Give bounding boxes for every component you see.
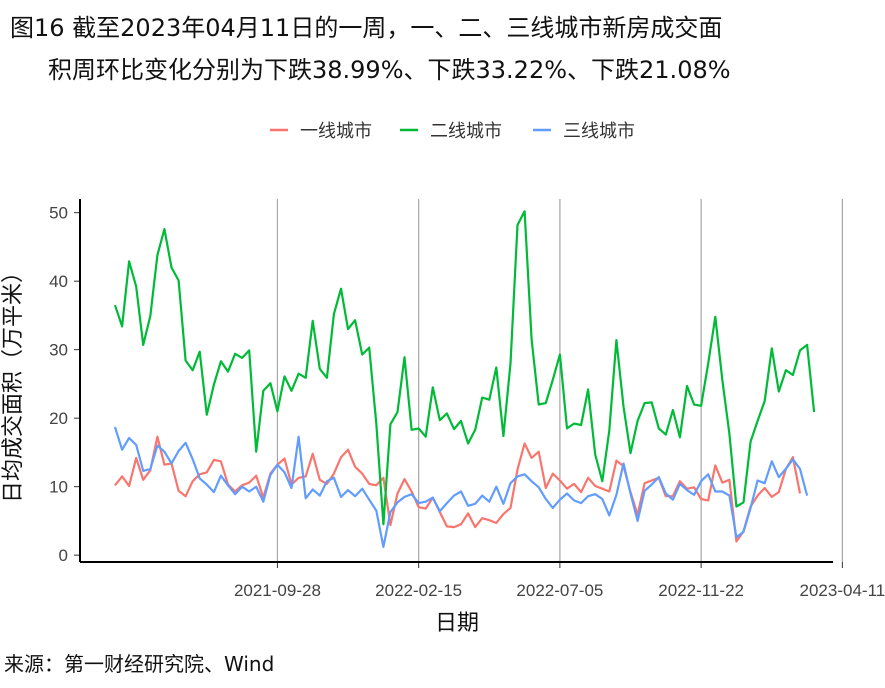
chart-title-line1: 图16 截至2023年04月11日的一周，一、二、三线城市新房成交面 xyxy=(10,14,723,42)
x-axis-label: 日期 xyxy=(435,611,479,636)
y-tick-label: 10 xyxy=(49,478,68,497)
y-tick-label: 40 xyxy=(49,272,68,291)
x-tick-label: 2021-09-28 xyxy=(234,581,321,600)
chart-title-line2: 积周环比变化分别为下跌38.99%、下跌33.22%、下跌21.08% xyxy=(48,56,731,84)
x-tick-label: 2022-11-22 xyxy=(658,581,744,600)
y-tick-label: 30 xyxy=(49,341,68,360)
legend-label: 一线城市 xyxy=(300,121,372,142)
legend-label: 三线城市 xyxy=(563,121,635,142)
series-line-三线城市 xyxy=(113,426,809,549)
source-note: 来源：第一财经研究院、Wind xyxy=(4,652,275,676)
y-tick-label: 0 xyxy=(59,546,68,565)
x-tick-label: 2022-02-15 xyxy=(375,581,462,600)
axes: 2021-09-28 2022-02-15 2022-07-05 2022-11-22… xyxy=(49,199,885,600)
x-tick-label: 2022-07-05 xyxy=(516,581,603,600)
series-line-二线城市 xyxy=(113,210,816,526)
legend: 一线城市 二线城市 三线城市 xyxy=(270,121,635,142)
y-axis-label: 日均成交面积（万平米） xyxy=(1,261,26,503)
y-tick-label: 50 xyxy=(49,204,68,223)
x-tick-label: 2023-04-11 xyxy=(800,581,885,600)
series-lines xyxy=(113,210,816,549)
y-tick-label: 20 xyxy=(49,409,68,428)
grid xyxy=(276,199,843,562)
legend-label: 二线城市 xyxy=(430,121,502,142)
